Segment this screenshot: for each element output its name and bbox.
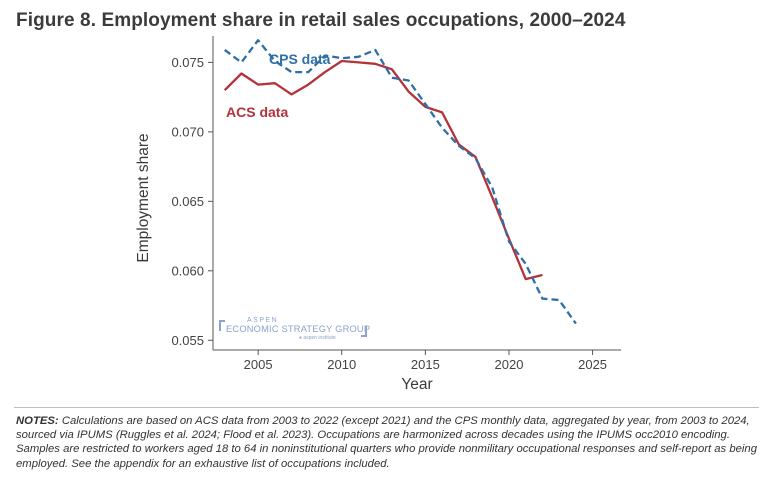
logo-bracket-right (361, 326, 367, 337)
logo-bracket-left (219, 320, 225, 331)
y-tick-label: 0.065 (171, 194, 204, 209)
x-tick-label: 2025 (578, 357, 607, 372)
notes: NOTES: Calculations are based on ACS dat… (16, 414, 764, 471)
series-line-cps (224, 39, 577, 325)
chart-axes: 0.055 0.060 0.065 0.070 0.075 2005 2010 2015 202… (171, 36, 621, 372)
series-label-cps: CPS data (269, 51, 331, 67)
series-line-acs-tail (507, 238, 543, 281)
chart-series (223, 39, 577, 325)
y-tick-label: 0.070 (171, 124, 204, 139)
x-tick-label: 2020 (495, 357, 524, 372)
series-line-acs (223, 59, 511, 240)
notes-divider (14, 407, 759, 408)
series-label-acs: ACS data (226, 104, 288, 120)
x-tick-label: 2015 (411, 357, 440, 372)
logo-top-text: ASPEN (247, 317, 279, 324)
chart-labels: Year Employment share CPS data ACS data (135, 51, 433, 393)
y-tick-label: 0.075 (171, 55, 204, 70)
notes-label: NOTES: (16, 415, 59, 427)
line-chart: 0.055 0.060 0.065 0.070 0.075 2005 2010 2015 202… (135, 36, 621, 393)
y-axis-label: Employment share (135, 133, 152, 262)
logo-sub-text: ● aspen institute (299, 335, 336, 341)
x-tick-label: 2005 (244, 357, 273, 372)
y-tick-label: 0.060 (171, 263, 204, 278)
notes-text: Calculations are based on ACS data from … (16, 415, 757, 470)
x-tick-label: 2010 (327, 357, 356, 372)
y-tick-label: 0.055 (171, 333, 204, 348)
x-axis-label: Year (401, 376, 432, 393)
figure-title: Figure 8. Employment share in retail sal… (16, 10, 626, 31)
logo-main-text: ECONOMIC STRATEGY GROUP (226, 324, 371, 334)
aspen-logo: ASPEN ECONOMIC STRATEGY GROUP ● aspen in… (219, 317, 371, 345)
